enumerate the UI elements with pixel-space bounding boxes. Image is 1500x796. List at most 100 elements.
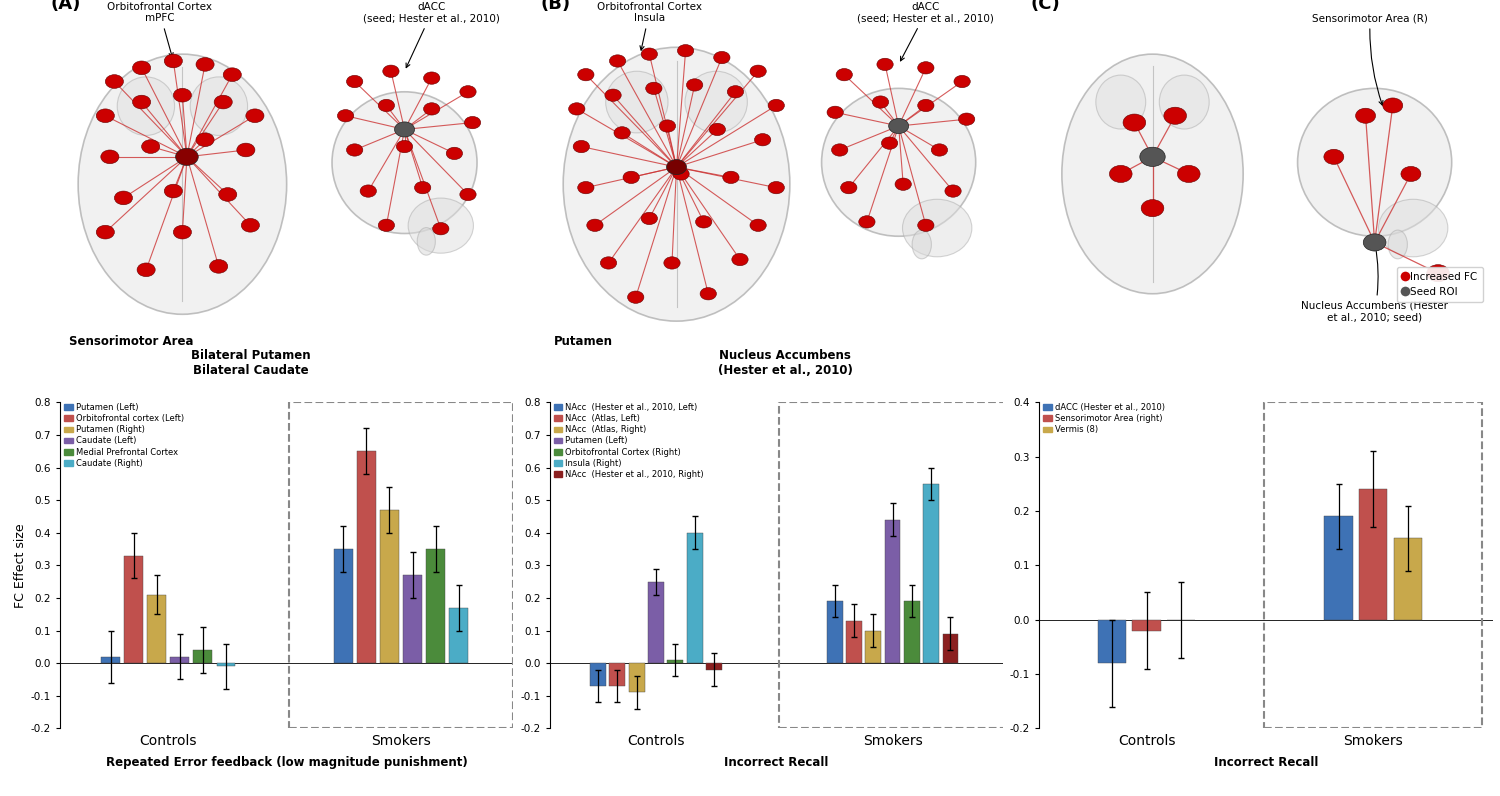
Bar [1324,517,1353,619]
Circle shape [432,223,448,235]
Circle shape [382,65,399,77]
Ellipse shape [562,47,790,321]
Circle shape [660,120,675,132]
Bar [846,621,862,663]
Bar [404,576,422,663]
Circle shape [878,58,892,71]
Bar [706,663,722,669]
Circle shape [958,113,975,125]
Circle shape [754,134,771,146]
Circle shape [678,45,693,57]
Circle shape [750,65,766,77]
Ellipse shape [1096,75,1146,129]
Ellipse shape [332,92,477,233]
Circle shape [568,103,585,115]
Circle shape [918,61,934,74]
Circle shape [768,181,784,193]
Circle shape [165,184,183,198]
Circle shape [723,171,740,184]
Circle shape [674,168,688,180]
Circle shape [242,218,260,232]
Circle shape [1356,108,1376,123]
Circle shape [840,181,856,193]
Text: Putamen: Putamen [554,335,614,348]
Bar [1098,619,1126,663]
Ellipse shape [117,77,174,135]
Circle shape [609,55,625,67]
Bar [1359,490,1388,619]
Ellipse shape [408,198,474,253]
Bar [942,634,958,663]
Ellipse shape [1160,75,1209,129]
Circle shape [136,263,154,277]
Bar [1394,538,1422,619]
Circle shape [165,54,183,68]
Bar [1264,402,1482,728]
Circle shape [174,88,192,102]
X-axis label: Repeated Error feedback (low magnitude punishment): Repeated Error feedback (low magnitude p… [106,756,468,769]
Circle shape [664,257,680,269]
Circle shape [831,144,848,156]
Circle shape [1178,166,1200,182]
Ellipse shape [1388,230,1407,259]
Circle shape [346,144,363,156]
Circle shape [132,96,150,109]
Text: dACC
(seed; Hester et al., 2010): dACC (seed; Hester et al., 2010) [858,2,994,60]
Bar [426,549,445,663]
Circle shape [210,259,228,273]
Circle shape [360,185,376,197]
Bar [194,650,213,663]
Circle shape [700,287,717,300]
Text: (C): (C) [1030,0,1060,13]
Circle shape [1383,98,1402,113]
Circle shape [141,140,159,154]
Text: Orbitofrontal Cortex
Insula: Orbitofrontal Cortex Insula [597,2,702,50]
Circle shape [1142,200,1164,217]
Circle shape [114,191,132,205]
Bar [628,663,645,693]
Circle shape [604,89,621,101]
Ellipse shape [190,77,248,135]
Circle shape [394,122,414,137]
Circle shape [578,181,594,193]
Circle shape [896,178,912,190]
Bar [380,510,399,663]
Circle shape [1140,147,1166,166]
Legend: dACC (Hester et al., 2010), Sensorimotor Area (right), Vermis (8): dACC (Hester et al., 2010), Sensorimotor… [1044,404,1166,435]
Text: Sensorimotor Area (R): Sensorimotor Area (R) [1312,14,1428,105]
Text: (B): (B) [540,0,570,13]
Bar [922,484,939,663]
Bar [904,601,920,663]
X-axis label: Incorrect Recall: Incorrect Recall [724,756,828,769]
Circle shape [622,171,639,184]
Circle shape [640,213,657,224]
Ellipse shape [78,54,286,314]
Ellipse shape [1062,54,1244,294]
Legend: Increased FC, Seed ROI: Increased FC, Seed ROI [1396,267,1484,302]
Circle shape [732,253,748,266]
Bar [668,660,684,663]
Circle shape [932,144,948,156]
Ellipse shape [912,230,932,259]
Circle shape [1124,114,1146,131]
Bar [357,451,376,663]
Y-axis label: FC Effect size: FC Effect size [13,523,27,607]
Circle shape [728,86,744,98]
Circle shape [246,109,264,123]
Bar [100,657,120,663]
Circle shape [827,106,843,119]
Circle shape [219,188,237,201]
Circle shape [666,159,687,174]
Circle shape [96,109,114,123]
Circle shape [888,119,909,134]
Circle shape [174,225,192,239]
Text: Sensorimotor Area: Sensorimotor Area [69,335,194,348]
Circle shape [196,133,214,146]
Text: dACC
(seed; Hester et al., 2010): dACC (seed; Hester et al., 2010) [363,2,500,68]
Bar [648,582,664,663]
Ellipse shape [1378,199,1448,257]
Circle shape [1324,150,1344,164]
Circle shape [446,147,462,159]
Circle shape [100,150,118,164]
Circle shape [214,96,232,109]
